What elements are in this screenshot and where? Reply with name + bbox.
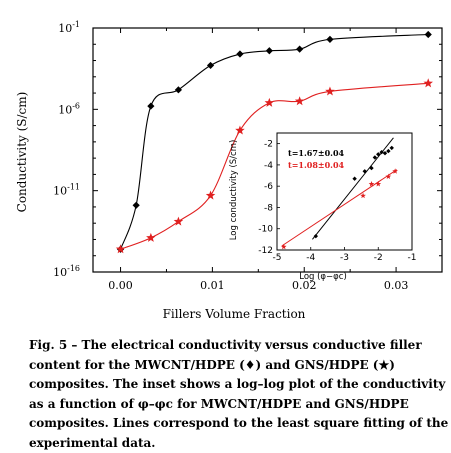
- main-series-1-point-1: [132, 201, 140, 209]
- main-series-1-point-6: [265, 47, 273, 55]
- y-tick-label-1: 10-6: [58, 101, 80, 116]
- inset-axis-ticks: -5 -4 -3 -2 -1 -2 -4 -6 -8 -10 -12: [258, 140, 416, 263]
- main-data-markers: [115, 30, 433, 254]
- inset-y-axis-label: Log conductivity (S/cm): [229, 140, 239, 241]
- inset-data-markers: [280, 145, 398, 250]
- main-series-2-point-6: [294, 96, 305, 106]
- x-tick-label-0: 0.00: [108, 279, 133, 292]
- inset-series-2-point-2: [368, 181, 375, 187]
- x-tick-label-2: 0.02: [292, 279, 317, 292]
- inset-annotation-gns: t=1.08±0.04: [288, 160, 345, 170]
- inset-annotation-mwcnt: t=1.67±0.04: [288, 148, 345, 158]
- main-series-2-point-2: [173, 216, 184, 226]
- inset-series-1-point-5: [376, 152, 381, 157]
- conductivity-chart: 0.00 0.01 0.02 0.03 10-1 10-6 10-11 10-16 Fille…: [15, 20, 443, 321]
- inset-x-tick-label-3: -2: [374, 253, 383, 263]
- inset-series-2-point-4: [385, 173, 392, 180]
- inset-y-tick-label-1: -4: [264, 161, 273, 171]
- y-tick-label-0: 10-1: [58, 20, 80, 35]
- inset-series-1-point-0: [313, 233, 319, 239]
- inset-series-1-point-7: [382, 151, 388, 156]
- inset-plot-border: [276, 132, 413, 251]
- y-tick-label-3: 10-16: [53, 264, 80, 279]
- main-series-1-point-5: [236, 50, 244, 58]
- main-series-2-point-5: [264, 97, 275, 107]
- inset-series-2-point-3: [375, 181, 382, 187]
- main-series-1-point-3: [174, 86, 183, 94]
- inset-plot-frame: [276, 132, 413, 251]
- inset-series-1-point-9: [389, 145, 394, 151]
- main-series-2-point-8: [423, 78, 433, 88]
- main-series-2-point-4: [235, 125, 245, 135]
- y-tick-label-2: 10-11: [53, 183, 80, 198]
- inset-series-1-point-1: [352, 176, 357, 181]
- main-series-1-point-9: [424, 30, 432, 39]
- figure-caption: Fig. 5 – The electrical conductivity ver…: [29, 338, 449, 450]
- main-series-2-point-1: [146, 232, 156, 242]
- main-series-1-point-7: [296, 45, 304, 53]
- inset-y-tick-label-0: -2: [264, 140, 273, 150]
- inset-series-1-point-3: [369, 165, 374, 171]
- main-series-1-point-8: [326, 35, 334, 43]
- inset-series-1-point-4: [372, 155, 378, 160]
- inset-x-tick-label-2: -3: [340, 253, 349, 263]
- inset-x-tick-label-1: -4: [306, 253, 315, 263]
- main-axis-ticks: 0.00 0.01 0.02 0.03 10-1 10-6 10-11 10-16: [53, 20, 443, 292]
- inset-series-1-point-2: [362, 169, 367, 174]
- main-series-1-point-4: [206, 61, 215, 70]
- x-axis-label: Fillers Volume Fraction: [163, 307, 306, 321]
- main-series-2-point-7: [325, 86, 335, 96]
- inset-y-tick-label-5: -12: [258, 246, 273, 256]
- main-series-2-point-3: [205, 190, 216, 200]
- inset-series-2-point-0: [280, 243, 287, 250]
- main-series-1-point-2: [147, 102, 155, 110]
- x-tick-label-3: 0.03: [384, 279, 409, 292]
- inset-series-1-point-6: [379, 149, 384, 155]
- inset-x-axis-label: Log (φ−φc): [299, 272, 347, 282]
- inset-y-tick-label-4: -10: [258, 225, 273, 235]
- inset-series-2-point-5: [392, 168, 398, 174]
- inset-series-1-point-8: [386, 148, 391, 154]
- main-series-2-point-0: [115, 244, 126, 254]
- inset-y-tick-label-2: -6: [264, 182, 273, 192]
- inset-plot: -5 -4 -3 -2 -1 -2 -4 -6 -8 -10 -12 Log (φ−φc) Log …: [229, 132, 416, 282]
- inset-x-tick-label-0: -5: [273, 253, 282, 263]
- main-plot-frame: [92, 27, 443, 273]
- inset-x-tick-label-4: -1: [408, 253, 417, 263]
- main-series-1-line: [120, 33, 429, 250]
- inset-series-2-point-1: [360, 192, 366, 199]
- x-tick-label-1: 0.01: [200, 279, 225, 292]
- inset-series-2-fit: [281, 169, 398, 247]
- inset-y-tick-label-3: -8: [264, 203, 273, 213]
- y-axis-label: Conductivity (S/cm): [15, 92, 29, 213]
- main-plot-border: [92, 27, 443, 273]
